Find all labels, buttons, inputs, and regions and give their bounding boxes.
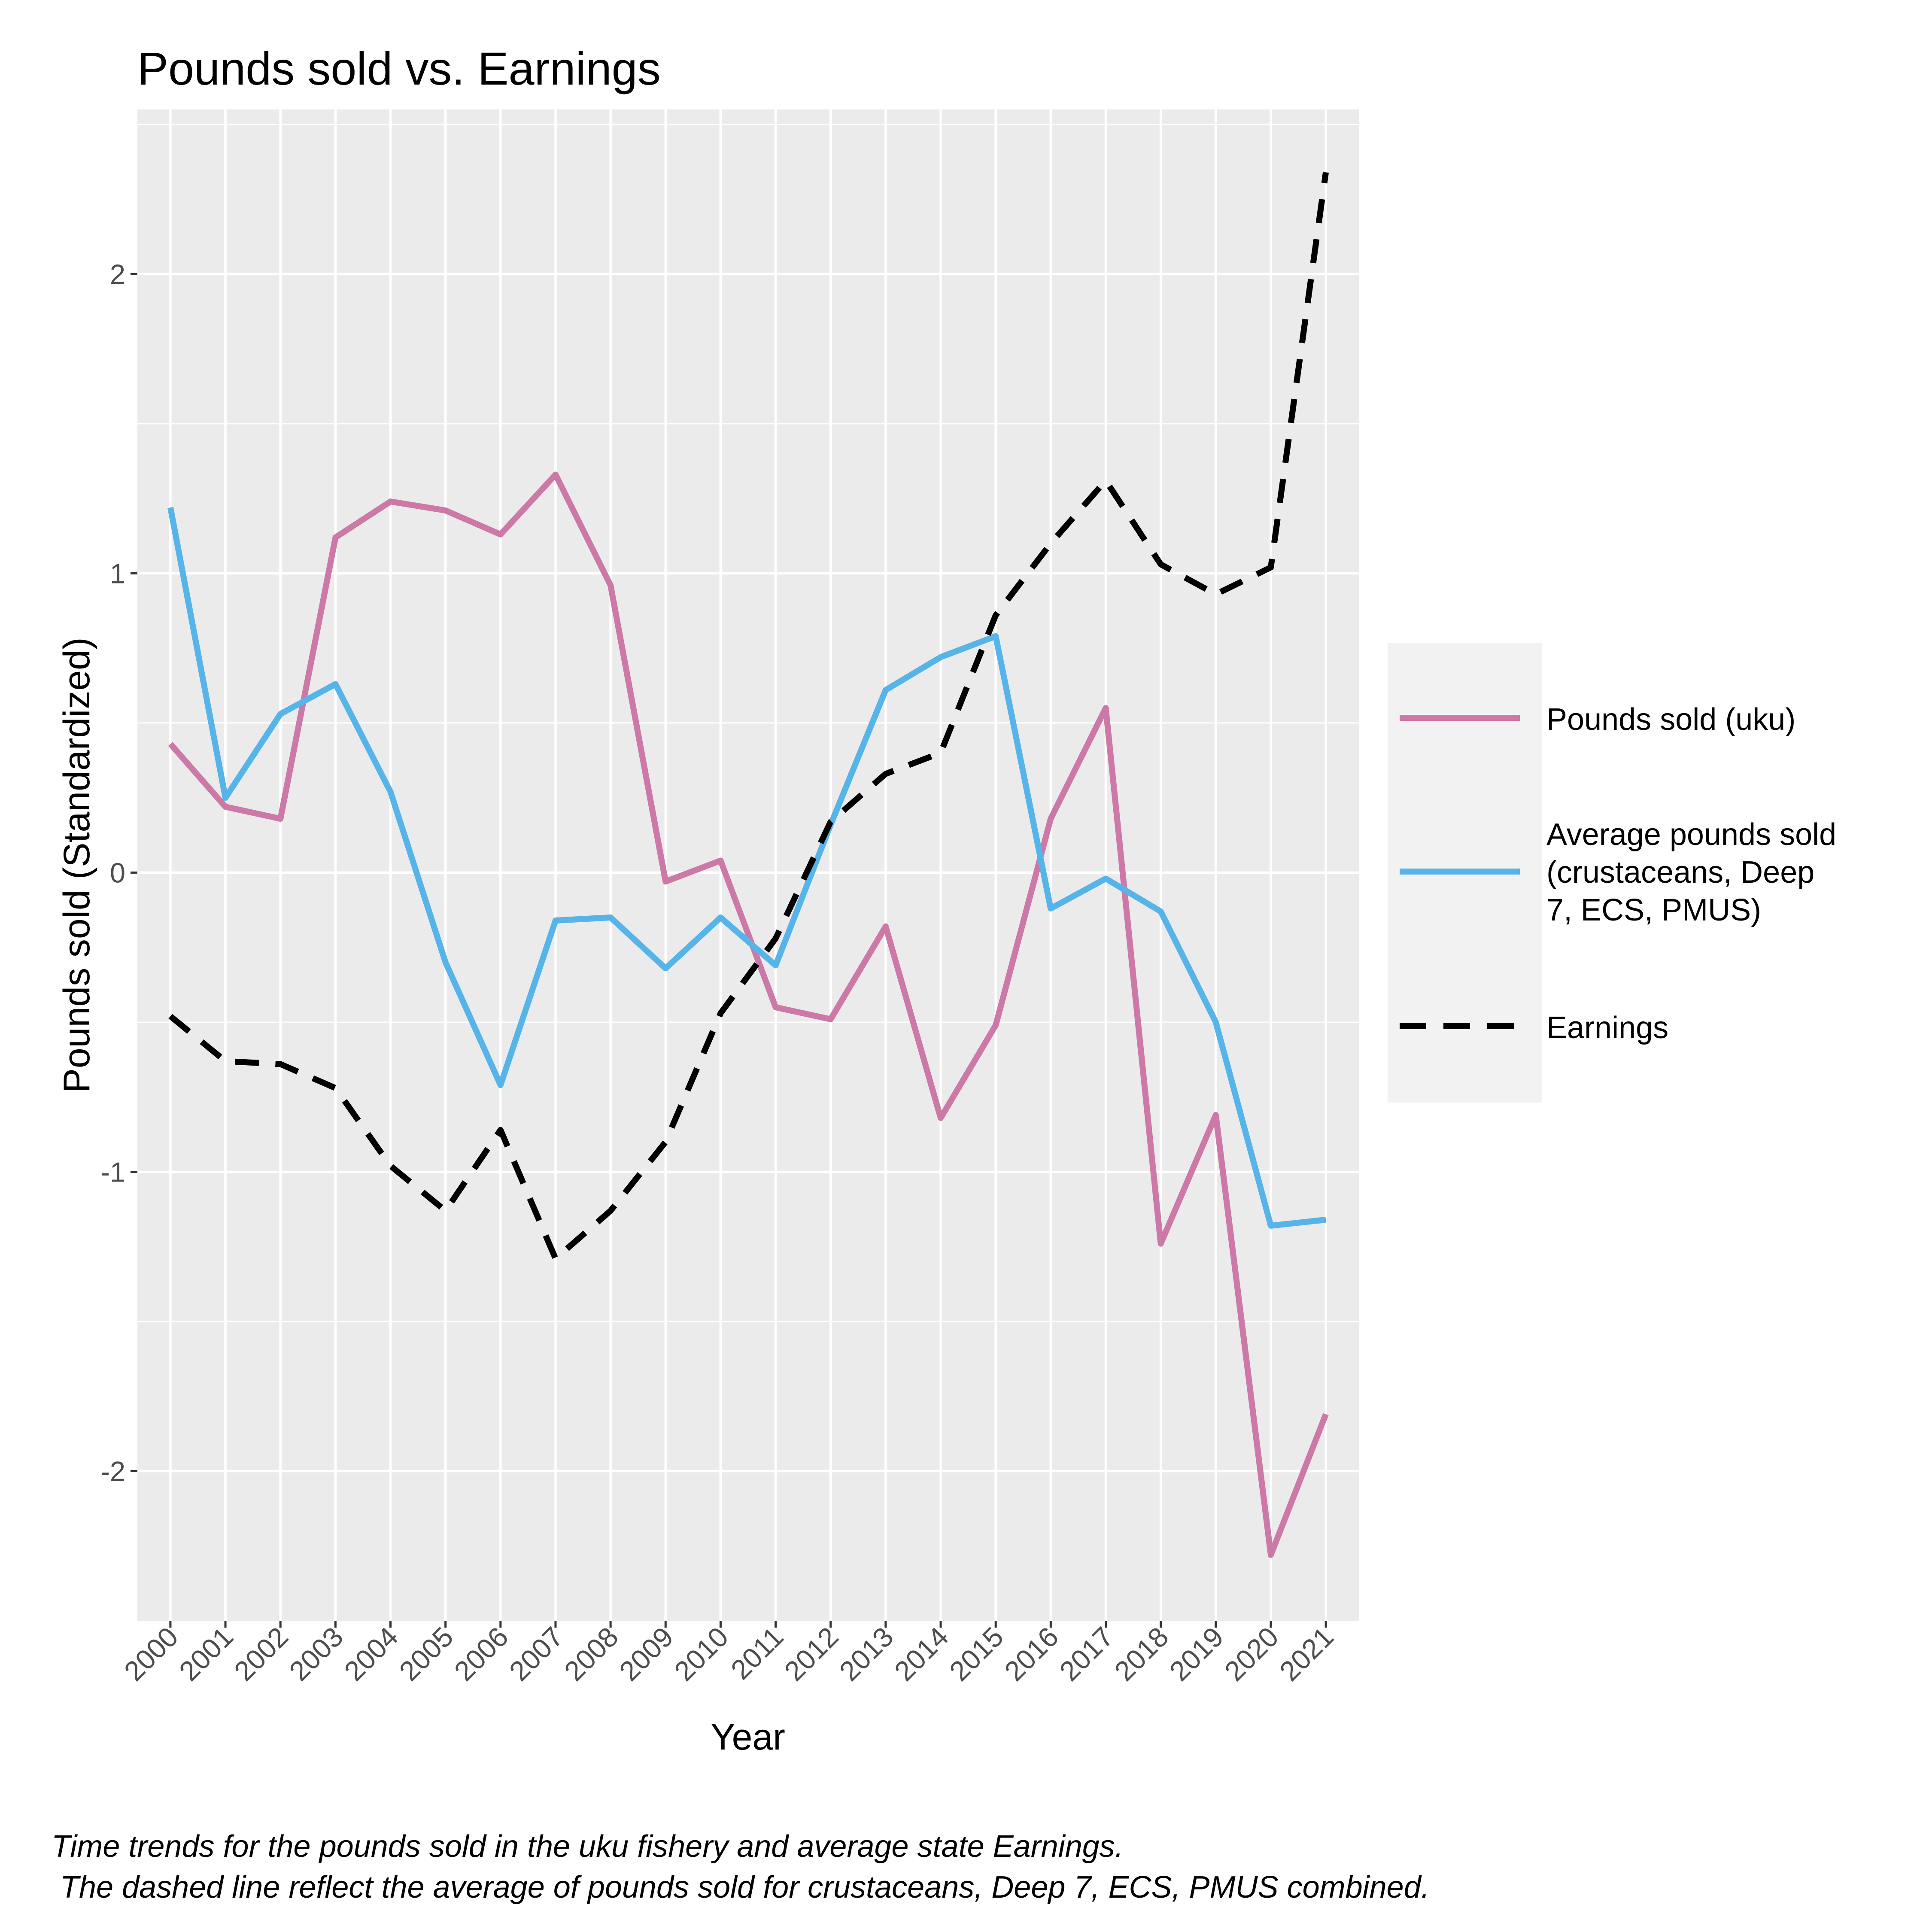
y-axis: -2 -1 0 1 2	[100, 258, 137, 1487]
y-tick-label: 2	[110, 258, 125, 290]
legend-label-2: 7, ECS, PMUS)	[1546, 893, 1761, 927]
caption-line-2: The dashed line reflect the average of p…	[52, 1870, 1430, 1905]
y-tick-label: 0	[110, 857, 125, 888]
caption-line-1: Time trends for the pounds sold in the u…	[52, 1829, 1124, 1864]
series-line-3	[168, 172, 1329, 1262]
legend-label-1: Pounds sold (uku)	[1546, 702, 1795, 737]
plot-panel	[137, 109, 1359, 1621]
legend-label-2: (crustaceans, Deep	[1546, 855, 1814, 890]
series-line-2	[167, 507, 1326, 1229]
y-tick-label: 1	[110, 558, 125, 589]
series-layer	[167, 172, 1329, 1558]
legend: Pounds sold (uku) Average pounds sold(cru…	[1388, 643, 1836, 1103]
grid-major-lines	[137, 109, 1359, 1621]
y-axis-title: Pounds sold (Standardized)	[56, 637, 97, 1093]
x-axis-title: Year	[711, 1716, 785, 1758]
grid-minor-lines	[137, 124, 1359, 1322]
y-tick-label: -1	[100, 1156, 125, 1188]
y-tick-label: -2	[100, 1455, 125, 1487]
series-line-1	[168, 471, 1329, 1558]
legend-label-2: Average pounds sold	[1546, 817, 1836, 852]
legend-label-3: Earnings	[1546, 1011, 1668, 1045]
chart-title: Pounds sold vs. Earnings	[137, 43, 661, 94]
